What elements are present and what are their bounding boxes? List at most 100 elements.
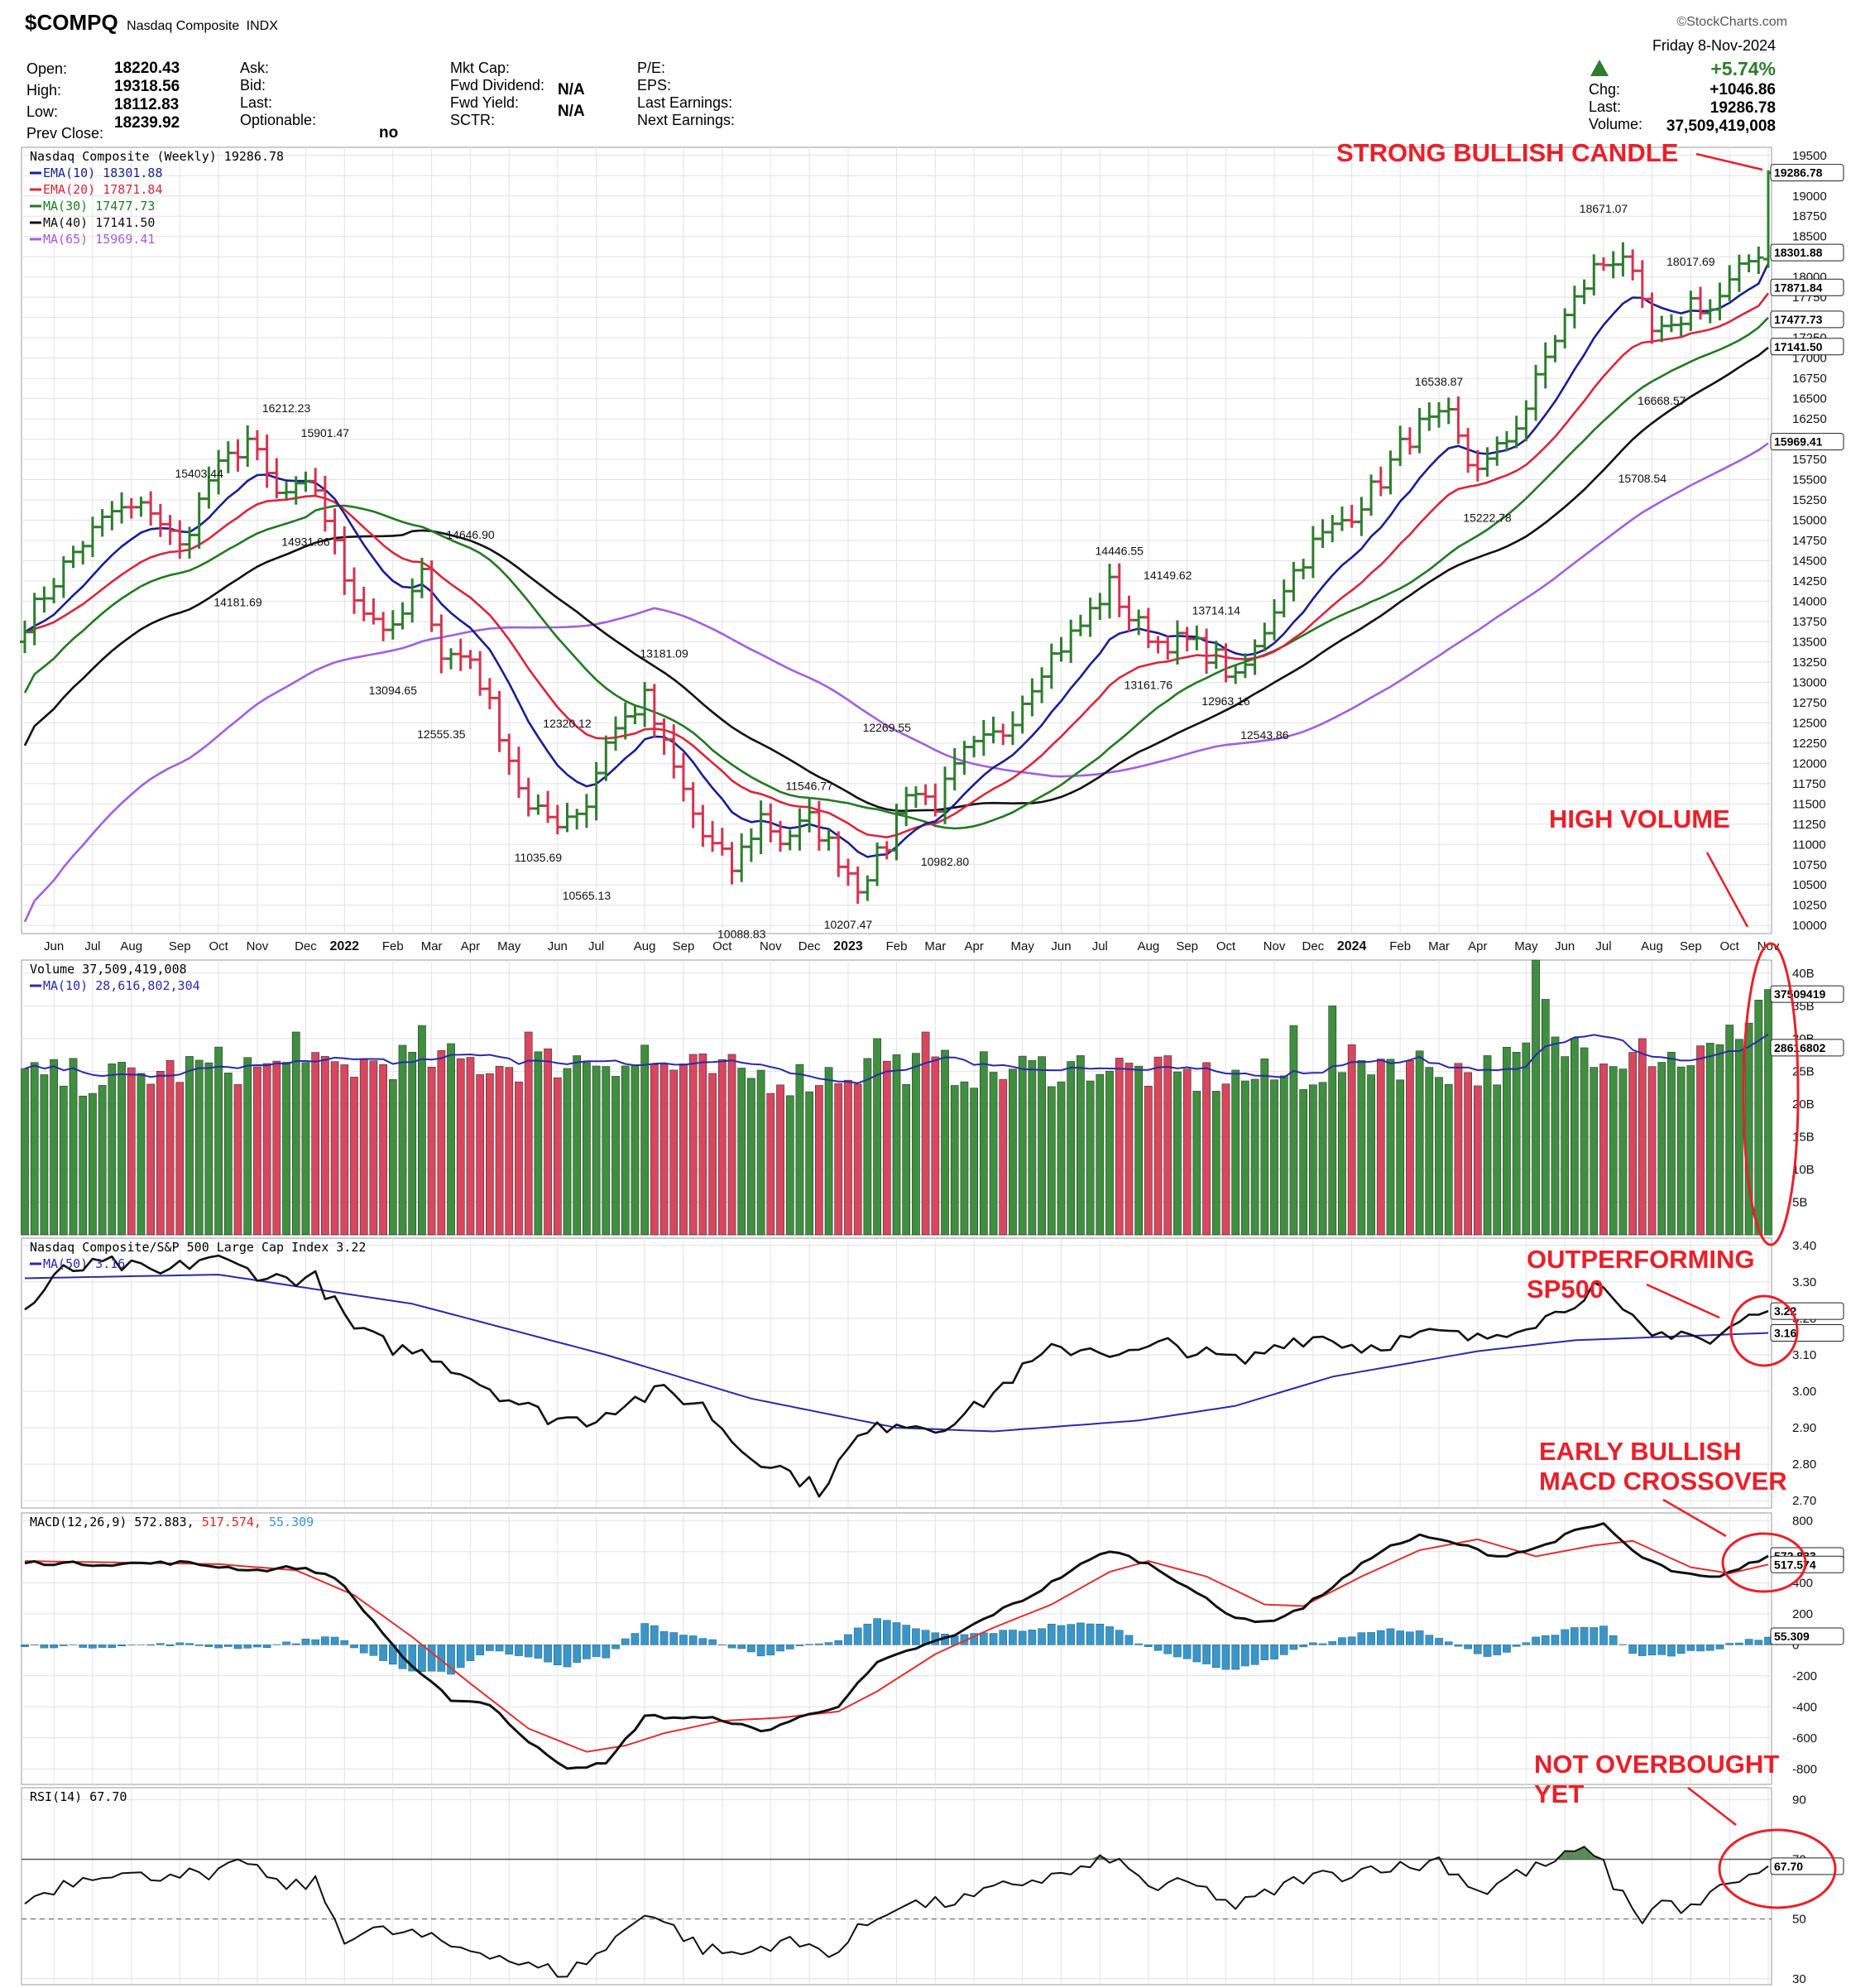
x-axis-label: Jun: [1555, 939, 1575, 953]
macd-histogram-bar: [1551, 1635, 1560, 1645]
macd-histogram-bar: [108, 1645, 117, 1649]
macd-histogram-bar: [650, 1625, 659, 1645]
volume-bar: [301, 1062, 310, 1236]
volume-bar: [262, 1063, 271, 1236]
volume-bar: [979, 1051, 988, 1236]
volume-bar: [1347, 1044, 1356, 1236]
macd-histogram-bar: [1493, 1645, 1502, 1655]
volume-bar: [1115, 1058, 1124, 1236]
price-label: 12963.16: [1201, 694, 1250, 708]
price-label: 11035.69: [515, 851, 563, 864]
y-tick-label: 11250: [1792, 818, 1826, 832]
macd-histogram-bar: [1077, 1622, 1085, 1645]
macd-histogram-bar: [631, 1633, 640, 1645]
volume-bar: [1202, 1062, 1211, 1236]
volume-bar: [505, 1067, 514, 1236]
macd-histogram-bar: [815, 1643, 823, 1645]
volume-bar: [640, 1044, 650, 1236]
volume-bar: [863, 1058, 872, 1236]
volume-bar: [1473, 1085, 1482, 1236]
macd-histogram-bar: [466, 1645, 475, 1661]
macd-histogram-bar: [1144, 1645, 1153, 1647]
price-label: 14646.90: [446, 528, 495, 541]
volume-bar: [1163, 1055, 1172, 1236]
volume-bar: [1725, 1025, 1734, 1236]
macd-histogram-bar: [1115, 1630, 1124, 1645]
macd-histogram-bar: [330, 1636, 339, 1645]
value-tag: 55.309: [1774, 1630, 1810, 1643]
source-credit[interactable]: ©StockCharts.com: [1676, 15, 1787, 29]
macd-histogram-bar: [1512, 1645, 1521, 1647]
macd-histogram-bar: [1289, 1645, 1298, 1650]
volume-bar: [89, 1092, 97, 1236]
volume-bar: [1754, 1000, 1763, 1236]
macd-histogram-bar: [1735, 1642, 1743, 1645]
annotation-arrow: [1695, 152, 1763, 171]
macd-histogram-bar: [1105, 1626, 1114, 1645]
macd-histogram-bar: [573, 1645, 582, 1663]
quote-col-4: P/E: EPS: Last Earnings: Next Earnings:: [637, 60, 736, 128]
value-tag: 17141.50: [1774, 340, 1823, 353]
annotation-arrow: [1687, 1787, 1737, 1826]
volume-bar: [1386, 1059, 1395, 1236]
y-tick-label: 2.70: [1792, 1494, 1816, 1508]
macd-histogram-bar: [1580, 1626, 1589, 1645]
volume-bar: [1047, 1086, 1056, 1236]
volume-bar: [1522, 1042, 1531, 1236]
volume-bar: [960, 1081, 969, 1236]
legend-entry: MA(10) 28,616,802,304: [43, 978, 200, 993]
volume-bar: [50, 1059, 58, 1236]
macd-histogram-bar: [1376, 1630, 1385, 1645]
macd-histogram-bar: [340, 1640, 349, 1645]
volume-bar: [1638, 1038, 1647, 1236]
y-tick-label: 800: [1792, 1514, 1813, 1528]
macd-histogram-bar: [592, 1645, 601, 1657]
prev-close-value: 18239.92: [114, 114, 180, 132]
volume-bar: [785, 1095, 794, 1236]
volume-bar: [631, 1064, 640, 1236]
value-tag-box: [1770, 1555, 1844, 1573]
price-label: 11546.77: [785, 780, 833, 793]
y-tick-label: -600: [1792, 1731, 1817, 1746]
quote-col-1-values: 18220.43 19318.56 18112.83 18239.92: [114, 60, 180, 132]
x-axis-label: 2022: [329, 939, 359, 953]
volume-bar: [30, 1062, 39, 1236]
volume-bar: [427, 1066, 436, 1236]
macd-histogram-bar: [253, 1645, 261, 1648]
price-label: 15708.54: [1618, 472, 1667, 485]
macd-histogram-bar: [544, 1645, 552, 1663]
value-tag: 15969.41: [1774, 435, 1823, 449]
volume-bar: [970, 1088, 979, 1236]
macd-pane: -800-600-400-2000200400600800MACD(12,26,…: [21, 1512, 1844, 1785]
price-label: 13094.65: [369, 684, 418, 697]
annotation-arrow: [1705, 852, 1749, 928]
macd-histogram-bar: [214, 1645, 223, 1649]
y-tick-label: 40B: [1792, 967, 1815, 981]
value-tag-box: [1770, 1627, 1844, 1645]
low-value: 18112.83: [114, 96, 180, 113]
macd-histogram-bar: [679, 1635, 688, 1645]
macd-histogram-bar: [1705, 1645, 1714, 1651]
macd-histogram-bar: [1444, 1641, 1453, 1645]
volume-bar: [1493, 1084, 1502, 1236]
volume-bar: [853, 1083, 862, 1236]
macd-histogram-bar: [476, 1645, 484, 1655]
value-tag: 3.16: [1774, 1327, 1796, 1340]
quote-col-right: Chg: Last: Volume:: [1589, 81, 1643, 132]
macd-histogram-bar: [1086, 1623, 1095, 1645]
volume-bar: [611, 1076, 620, 1236]
volume-bar: [1328, 1006, 1337, 1236]
x-axis-label: Mar: [924, 939, 946, 953]
volume-bar: [553, 1077, 562, 1236]
x-axis-label: Aug: [1641, 939, 1663, 953]
macd-histogram-bar: [1667, 1645, 1676, 1657]
price-label: 12543.86: [1240, 728, 1289, 742]
legend-entry: MA(50) 3.16: [43, 1256, 125, 1271]
x-axis-label: Sep: [1680, 939, 1702, 953]
price-label: 16538.87: [1415, 375, 1464, 388]
volume-bar: [931, 1056, 940, 1236]
volume-bar: [1735, 1039, 1743, 1236]
legend-title: Nasdaq Composite/S&P 500 Large Cap Index…: [30, 1240, 366, 1255]
